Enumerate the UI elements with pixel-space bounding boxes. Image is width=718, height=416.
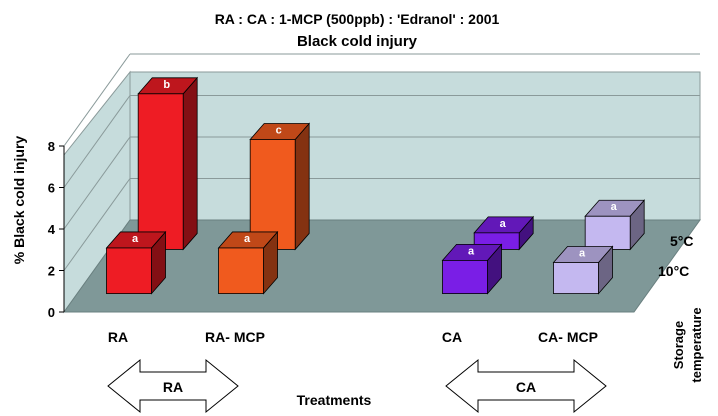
- depth-axis-labels: 10°C 5°C: [658, 233, 694, 279]
- ca-group-arrow: [445, 358, 607, 414]
- significance-letter: c: [276, 124, 282, 136]
- chart-subtitle: Black cold injury: [297, 33, 418, 50]
- bars: b c a a a a a a: [105, 76, 646, 295]
- bar-ra-mcp-5c: c: [249, 122, 311, 251]
- bar-side: [294, 122, 310, 251]
- significance-letter: a: [500, 218, 507, 230]
- significance-letter: a: [611, 201, 618, 213]
- bar-front: [218, 247, 264, 294]
- bar-ra-10c: a: [105, 230, 167, 295]
- significance-letter: a: [468, 245, 475, 257]
- category-label: CA: [442, 329, 462, 345]
- gridlines: [63, 53, 700, 271]
- x-axis-label: Treatments: [297, 392, 372, 408]
- y-tick-label: 6: [48, 181, 55, 196]
- category-label: CA- MCP: [538, 329, 598, 345]
- bar-front: [553, 262, 599, 295]
- bar-ca-10c: a: [441, 243, 503, 295]
- gridline-left: [63, 95, 131, 188]
- bar-ra-5c: b: [137, 76, 199, 251]
- significance-letter: a: [132, 233, 139, 245]
- gridline-left: [63, 178, 131, 271]
- bar-front: [137, 93, 184, 250]
- significance-letter: a: [244, 233, 251, 245]
- y-axis-ticks: 0 2 4 6 8: [48, 139, 65, 320]
- bar-front: [584, 215, 631, 250]
- ra-group-arrow: [107, 358, 239, 414]
- significance-letter: b: [163, 79, 170, 91]
- back-wall: [129, 71, 701, 221]
- bar-ca-mcp-10c: a: [552, 245, 614, 295]
- significance-letter: a: [579, 247, 586, 259]
- gridline-left: [63, 53, 131, 147]
- ra-group-arrow-label: RA: [163, 379, 183, 395]
- bar-front: [106, 247, 152, 294]
- depth-axis-label-line2: temperature: [689, 307, 704, 382]
- ca-group-arrow-label: CA: [516, 379, 536, 395]
- series-depth-label: 10°C: [658, 263, 689, 279]
- x-axis-labels: RA RA- MCP CA CA- MCP: [108, 329, 598, 345]
- category-label: RA: [108, 329, 128, 345]
- gridline-left: [63, 136, 131, 230]
- y-tick-label: 0: [48, 305, 55, 320]
- y-tick-label: 4: [48, 222, 56, 237]
- bar-ra-mcp-10c: a: [217, 230, 279, 295]
- y-axis-label: % Black cold injury: [11, 136, 27, 265]
- bar-side: [182, 76, 198, 251]
- chart-title: RA : CA : 1-MCP (500ppb) : 'Edranol' : 2…: [215, 11, 500, 27]
- bar-front: [442, 259, 488, 294]
- y-tick-label: 2: [48, 264, 55, 279]
- y-tick-label: 8: [48, 139, 55, 154]
- depth-axis-label-line1: Storage: [671, 321, 686, 369]
- bar-front: [249, 139, 296, 250]
- series-depth-label: 5°C: [670, 233, 694, 249]
- category-label: RA- MCP: [205, 329, 265, 345]
- bar-ca-mcp-5c: a: [584, 199, 646, 251]
